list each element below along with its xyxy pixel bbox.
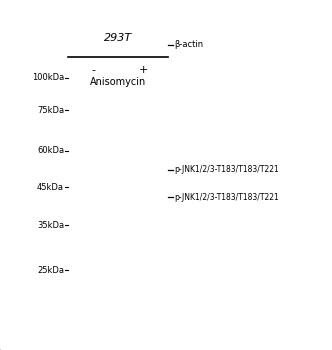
Text: 35kDa: 35kDa [37, 220, 64, 230]
Text: -: - [91, 65, 95, 75]
Text: β-actin: β-actin [174, 40, 203, 49]
Text: +: + [138, 65, 148, 75]
Text: 75kDa: 75kDa [37, 106, 64, 115]
Text: Anisomycin: Anisomycin [90, 77, 146, 87]
Text: 293T: 293T [104, 33, 132, 43]
Text: 100kDa: 100kDa [32, 73, 64, 82]
Text: 60kDa: 60kDa [37, 146, 64, 155]
Text: 25kDa: 25kDa [37, 266, 64, 275]
Text: 45kDa: 45kDa [37, 183, 64, 192]
Text: p-JNK1/2/3-T183/T183/T221: p-JNK1/2/3-T183/T183/T221 [174, 193, 279, 202]
Text: p-JNK1/2/3-T183/T183/T221: p-JNK1/2/3-T183/T183/T221 [174, 165, 279, 174]
